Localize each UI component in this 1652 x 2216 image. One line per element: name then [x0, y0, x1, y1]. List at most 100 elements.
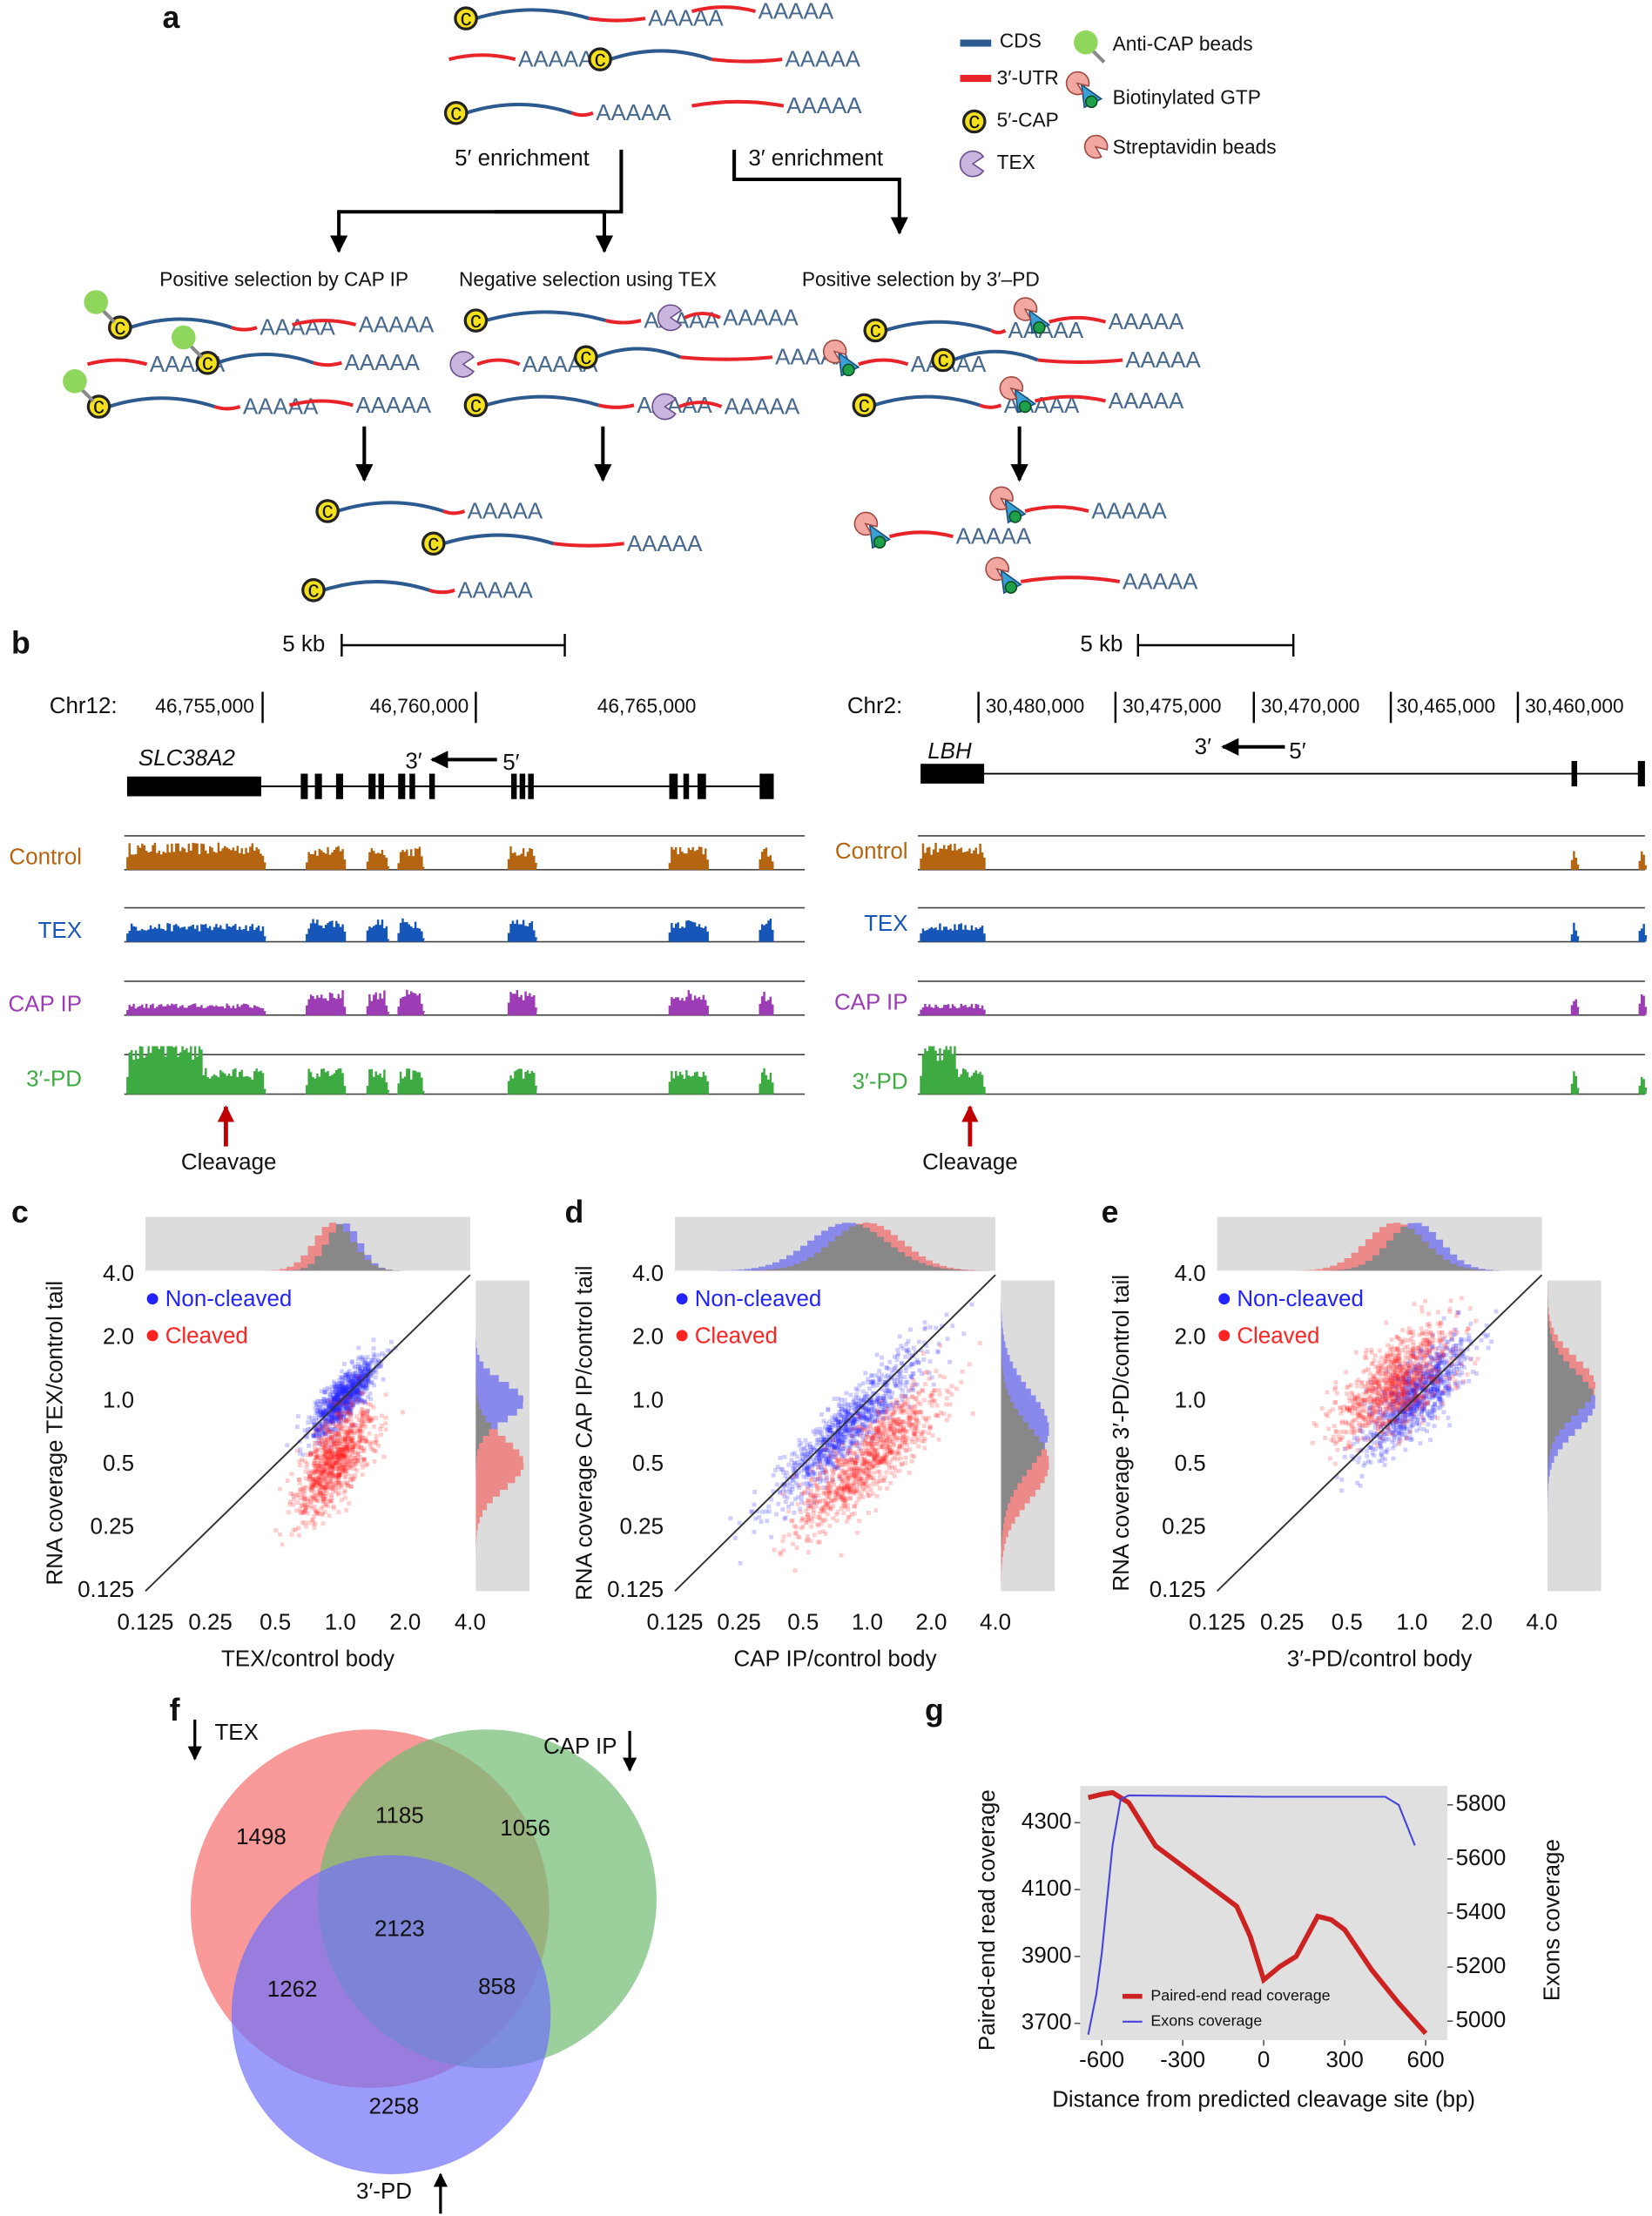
density-cell	[1433, 1388, 1438, 1393]
density-cell	[352, 1391, 357, 1396]
density-cell	[327, 1412, 332, 1418]
density-cell	[303, 1502, 308, 1507]
density-cell	[345, 1429, 350, 1434]
density-cell	[327, 1445, 333, 1449]
density-cell	[880, 1396, 886, 1401]
density-cell	[884, 1460, 888, 1465]
density-cell	[820, 1529, 826, 1534]
density-cell	[1329, 1438, 1334, 1443]
density-cell	[807, 1472, 813, 1478]
x-tick-label: 1.0	[852, 1610, 883, 1634]
density-cell	[314, 1402, 320, 1407]
density-cell	[812, 1447, 817, 1452]
density-cell	[836, 1485, 841, 1491]
density-cell	[1415, 1361, 1420, 1366]
density-cell	[860, 1422, 866, 1427]
density-cell	[334, 1404, 340, 1410]
density-cell	[318, 1427, 323, 1432]
density-cell	[1417, 1426, 1422, 1431]
density-cell	[320, 1413, 326, 1418]
density-cell	[895, 1347, 900, 1352]
density-cell	[347, 1392, 352, 1398]
density-cell	[870, 1459, 875, 1465]
density-cell	[898, 1435, 902, 1440]
density-cell	[1399, 1391, 1405, 1396]
density-cell	[824, 1475, 829, 1479]
density-cell	[859, 1467, 864, 1472]
density-cell	[323, 1438, 328, 1443]
density-cell	[323, 1497, 328, 1502]
density-cell	[1442, 1391, 1447, 1397]
density-cell	[340, 1376, 345, 1381]
coverage	[757, 991, 774, 1015]
density-cell	[852, 1488, 857, 1493]
density-cell	[1426, 1372, 1431, 1377]
density-cell	[1400, 1364, 1406, 1370]
density-cell	[879, 1430, 884, 1435]
density-cell	[1408, 1392, 1413, 1398]
density-cell	[1451, 1348, 1456, 1353]
density-cell	[310, 1478, 315, 1483]
density-cell	[927, 1431, 931, 1436]
density-cell	[880, 1355, 884, 1360]
density-cell	[879, 1459, 884, 1465]
density-cell	[944, 1418, 949, 1423]
density-cell	[1434, 1371, 1440, 1376]
density-cell	[320, 1452, 325, 1458]
density-cell	[1489, 1339, 1494, 1344]
density-cell	[321, 1455, 327, 1460]
density-cell	[806, 1550, 811, 1555]
density-cell	[1418, 1350, 1422, 1356]
density-cell	[912, 1431, 917, 1437]
density-cell	[353, 1380, 357, 1385]
density-cell	[835, 1492, 840, 1498]
density-cell	[918, 1402, 923, 1406]
density-cell	[846, 1503, 850, 1508]
density-cell	[1393, 1417, 1399, 1422]
density-cell	[817, 1530, 822, 1535]
density-cell	[360, 1415, 364, 1419]
density-cell	[356, 1388, 361, 1393]
density-cell	[309, 1470, 314, 1475]
density-cell	[876, 1438, 880, 1443]
density-cell	[817, 1458, 822, 1463]
density-cell	[881, 1408, 887, 1413]
density-cell	[856, 1401, 861, 1406]
density-cell	[1389, 1402, 1394, 1407]
density-cell	[864, 1460, 869, 1465]
density-cell	[833, 1452, 838, 1457]
density-cell	[873, 1431, 879, 1436]
density-cell	[341, 1453, 346, 1458]
density-cell	[1436, 1356, 1441, 1361]
density-cell	[1429, 1391, 1434, 1397]
density-cell	[840, 1477, 846, 1482]
density-cell	[1397, 1405, 1402, 1411]
cap	[315, 499, 340, 523]
density-cell	[846, 1472, 852, 1478]
density-cell	[334, 1441, 339, 1445]
density-cell	[834, 1431, 839, 1437]
density-cell	[822, 1448, 827, 1452]
density-cell	[340, 1382, 345, 1387]
density-cell	[1397, 1440, 1401, 1445]
density-cell	[804, 1467, 809, 1472]
density-cell	[873, 1455, 878, 1460]
density-cell	[354, 1414, 360, 1419]
density-cell	[1402, 1383, 1407, 1388]
density-cell	[874, 1451, 880, 1456]
density-cell	[876, 1409, 881, 1414]
density-cell	[1406, 1390, 1412, 1395]
density-cell	[892, 1354, 897, 1359]
density-cell	[334, 1408, 340, 1413]
density-cell	[363, 1361, 368, 1365]
density-cell	[314, 1452, 320, 1457]
density-cell	[327, 1404, 332, 1408]
density-cell	[1372, 1453, 1377, 1458]
density-cell	[317, 1468, 322, 1472]
density-cell	[853, 1460, 858, 1465]
gene-exon	[335, 773, 343, 799]
density-cell	[361, 1370, 367, 1375]
density-cell	[797, 1485, 802, 1490]
density-cell	[878, 1438, 883, 1443]
density-cell	[1396, 1396, 1401, 1401]
